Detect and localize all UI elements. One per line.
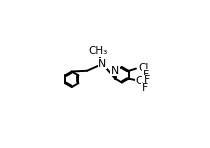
Text: Cl: Cl [139, 63, 149, 73]
Text: CH₃: CH₃ [88, 46, 108, 56]
Text: F: F [144, 75, 150, 85]
Text: F: F [141, 83, 148, 93]
Text: F: F [143, 70, 149, 80]
Text: C: C [136, 76, 143, 86]
Text: N: N [111, 66, 119, 76]
Text: N: N [98, 59, 107, 69]
